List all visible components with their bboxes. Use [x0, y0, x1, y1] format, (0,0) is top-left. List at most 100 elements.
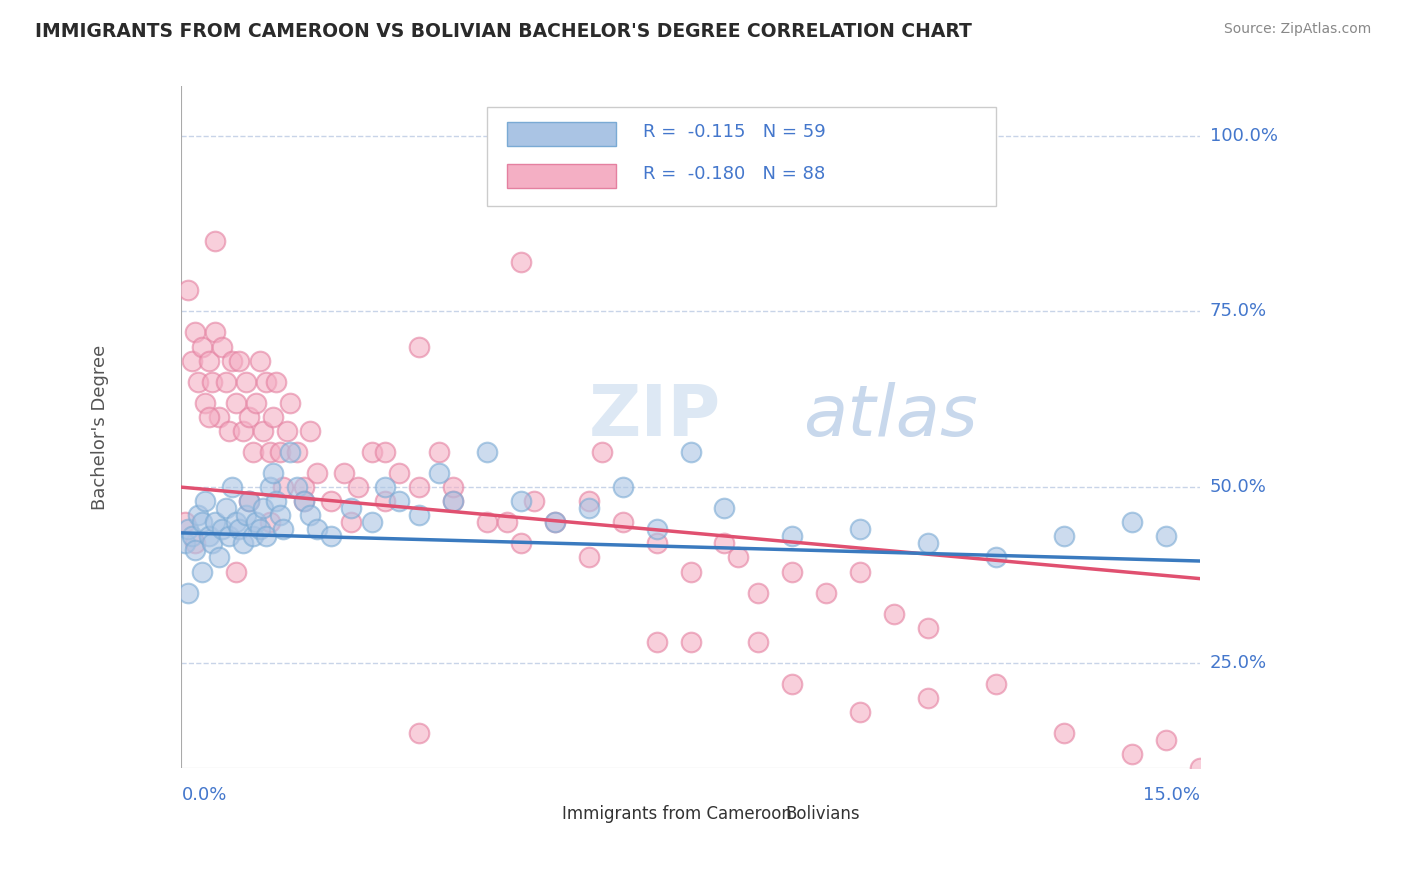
Point: [1053, 726, 1076, 740]
Text: 0.0%: 0.0%: [181, 786, 226, 804]
Text: R =  -0.180   N = 88: R = -0.180 N = 88: [643, 165, 825, 183]
Point: [228, 353, 250, 368]
Point: [201, 536, 224, 550]
Point: [496, 516, 519, 530]
Point: [221, 353, 243, 368]
Point: [177, 522, 200, 536]
Point: [252, 501, 274, 516]
Point: [262, 409, 284, 424]
Point: [232, 424, 254, 438]
Point: [509, 494, 531, 508]
Point: [232, 536, 254, 550]
Point: [204, 516, 226, 530]
Point: [509, 255, 531, 269]
Point: [191, 516, 214, 530]
Point: [388, 466, 411, 480]
Point: [319, 529, 342, 543]
Point: [204, 234, 226, 248]
Point: [429, 445, 451, 459]
Point: [204, 326, 226, 340]
Point: [578, 550, 600, 565]
Point: [679, 565, 702, 579]
Point: [645, 536, 668, 550]
Point: [211, 339, 233, 353]
Point: [218, 424, 240, 438]
Point: [184, 543, 207, 558]
Point: [184, 326, 207, 340]
Point: [278, 445, 301, 459]
Point: [228, 522, 250, 536]
Point: [679, 445, 702, 459]
Point: [249, 353, 271, 368]
Point: [194, 494, 217, 508]
Point: [285, 480, 308, 494]
FancyBboxPatch shape: [508, 121, 616, 146]
Point: [259, 445, 281, 459]
Point: [269, 445, 291, 459]
Point: [984, 677, 1007, 691]
Point: [578, 501, 600, 516]
Point: [285, 445, 308, 459]
Point: [747, 635, 769, 649]
Point: [815, 585, 838, 599]
Point: [177, 283, 200, 297]
Point: [252, 424, 274, 438]
Point: [225, 396, 247, 410]
Text: IMMIGRANTS FROM CAMEROON VS BOLIVIAN BACHELOR'S DEGREE CORRELATION CHART: IMMIGRANTS FROM CAMEROON VS BOLIVIAN BAC…: [35, 22, 972, 41]
Point: [747, 585, 769, 599]
Point: [269, 508, 291, 523]
Point: [333, 466, 356, 480]
Point: [360, 445, 382, 459]
Point: [374, 480, 396, 494]
Text: ZIP: ZIP: [589, 383, 721, 451]
Point: [254, 375, 277, 389]
Point: [645, 635, 668, 649]
Point: [849, 565, 872, 579]
Point: [235, 375, 257, 389]
Point: [245, 516, 267, 530]
Point: [184, 536, 207, 550]
Point: [262, 466, 284, 480]
Point: [201, 375, 224, 389]
Point: [307, 466, 329, 480]
Point: [197, 409, 219, 424]
Point: [612, 480, 634, 494]
FancyBboxPatch shape: [486, 807, 541, 822]
Text: atlas: atlas: [803, 383, 977, 451]
Point: [271, 522, 294, 536]
Point: [238, 409, 260, 424]
Point: [319, 494, 342, 508]
Point: [782, 677, 804, 691]
Point: [187, 508, 209, 523]
Point: [591, 445, 613, 459]
Point: [194, 396, 217, 410]
Point: [523, 494, 546, 508]
Text: 15.0%: 15.0%: [1143, 786, 1199, 804]
Point: [191, 339, 214, 353]
FancyBboxPatch shape: [711, 807, 765, 822]
Point: [441, 480, 464, 494]
Point: [360, 516, 382, 530]
Point: [782, 565, 804, 579]
Point: [197, 353, 219, 368]
Text: Immigrants from Cameroon: Immigrants from Cameroon: [561, 805, 792, 823]
Point: [180, 529, 202, 543]
Point: [292, 480, 315, 494]
Point: [917, 621, 939, 635]
Point: [173, 516, 195, 530]
Text: Source: ZipAtlas.com: Source: ZipAtlas.com: [1223, 22, 1371, 37]
Point: [208, 409, 231, 424]
Point: [578, 494, 600, 508]
Text: R =  -0.115   N = 59: R = -0.115 N = 59: [643, 123, 825, 141]
Point: [242, 445, 264, 459]
Point: [177, 585, 200, 599]
Point: [883, 607, 905, 621]
Point: [292, 494, 315, 508]
Point: [278, 396, 301, 410]
Point: [238, 494, 260, 508]
Point: [299, 424, 322, 438]
Point: [727, 550, 749, 565]
Point: [254, 529, 277, 543]
Point: [374, 445, 396, 459]
Point: [292, 494, 315, 508]
